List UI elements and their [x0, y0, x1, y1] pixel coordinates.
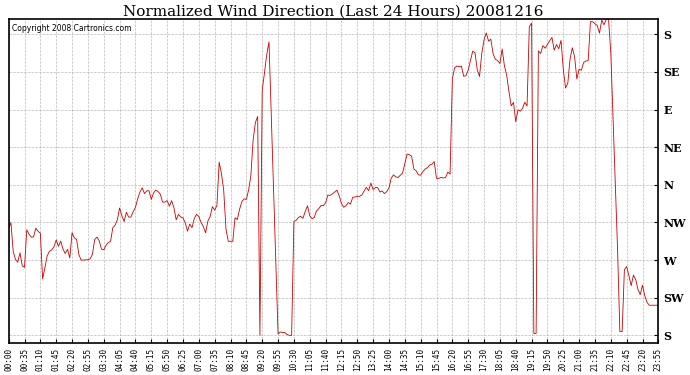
Text: Copyright 2008 Cartronics.com: Copyright 2008 Cartronics.com [12, 24, 131, 33]
Title: Normalized Wind Direction (Last 24 Hours) 20081216: Normalized Wind Direction (Last 24 Hours… [124, 4, 544, 18]
